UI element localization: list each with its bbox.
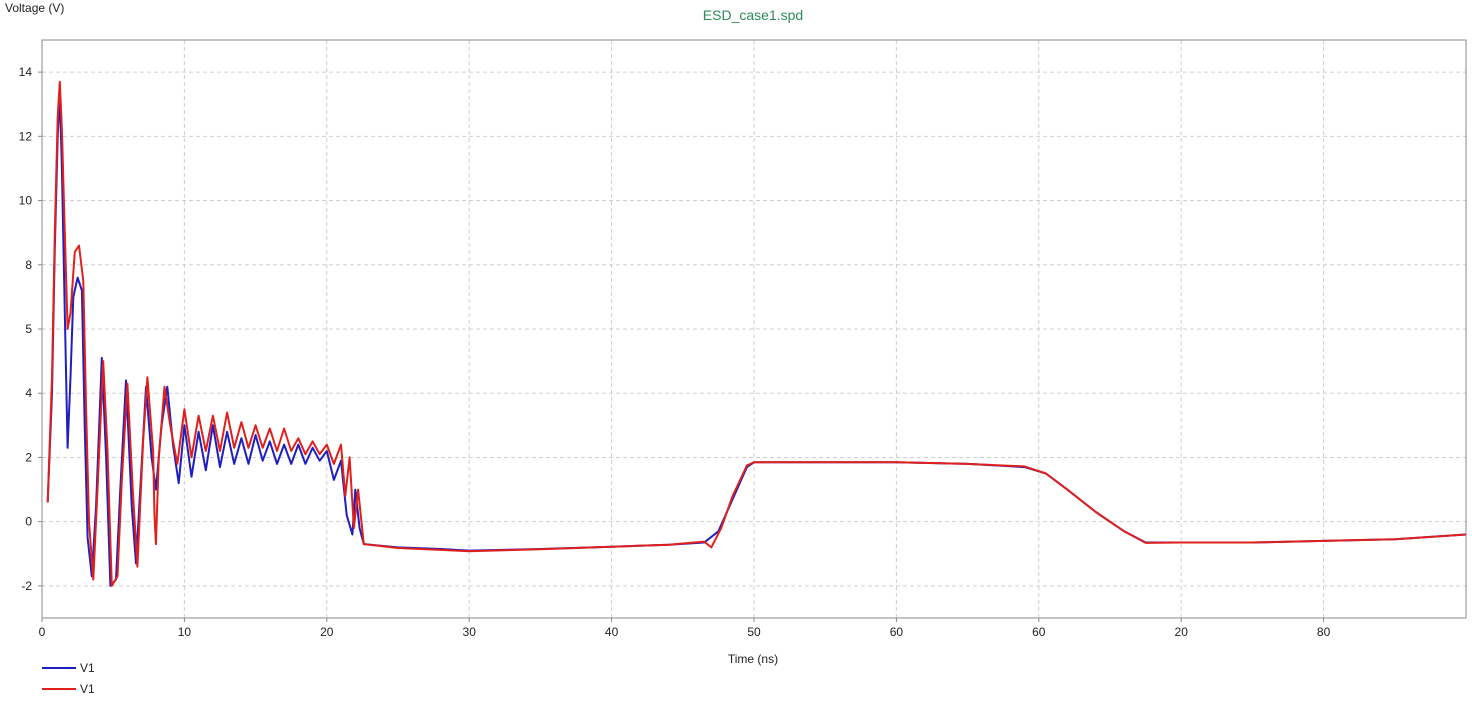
- plot-frame: [41, 39, 1467, 619]
- grid: [42, 40, 1466, 618]
- y-tick-label: -2: [21, 579, 32, 593]
- x-tick-label: 20: [1175, 625, 1189, 639]
- legend: V1 V1: [42, 661, 95, 696]
- legend-label-2: V1: [80, 682, 95, 696]
- series-line-1: [46, 93, 1467, 587]
- x-tick-label: 0: [39, 625, 46, 639]
- y-tick-label: 5: [25, 322, 32, 336]
- x-tick-label: 60: [890, 625, 904, 639]
- x-tick-label: 80: [1317, 625, 1331, 639]
- series-lines: [46, 80, 1467, 587]
- x-tick-label: 40: [605, 625, 619, 639]
- y-tick-label: 12: [19, 129, 33, 143]
- y-tick-label: 2: [25, 450, 32, 464]
- series-line-2: [46, 80, 1467, 587]
- chart-title: ESD_case1.spd: [703, 7, 803, 23]
- x-tick-label: 10: [178, 625, 192, 639]
- x-tick-label: 30: [463, 625, 477, 639]
- x-tick-label: 50: [747, 625, 761, 639]
- tick-labels: 0 10 20 30 40 50 60 60 20 80 -2 0 2 4 5 8 10 12 14: [19, 65, 1331, 639]
- y-tick-label: 8: [25, 258, 32, 272]
- y-tick-label: 0: [25, 515, 32, 529]
- legend-label-1: V1: [80, 661, 95, 675]
- x-tick-label: 20: [320, 625, 334, 639]
- y-tick-label: 10: [19, 194, 33, 208]
- x-tick-label: 60: [1032, 625, 1046, 639]
- y-tick-label: 14: [19, 65, 33, 79]
- y-tick-label: 4: [25, 386, 32, 400]
- x-axis-label: Time (ns): [728, 652, 778, 666]
- y-axis-label: Voltage (V): [5, 1, 64, 15]
